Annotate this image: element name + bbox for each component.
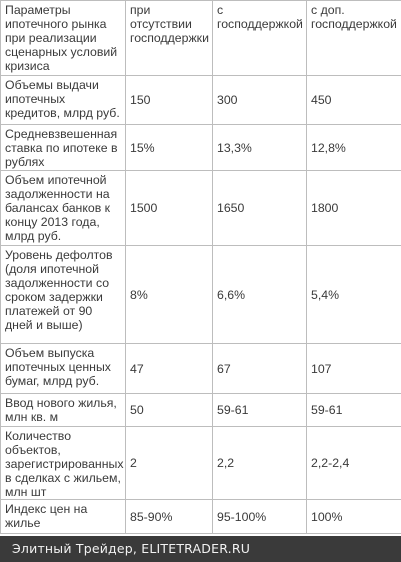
header-cell-extra-support: с доп. господдержкой [306, 0, 401, 76]
header-cell-with-support: с господдержкой [212, 0, 307, 76]
value-extra-support: 12,8% [306, 124, 401, 171]
header-cell-parameters: Параметры ипотечного рынка при реализаци… [0, 0, 126, 76]
value-no-support: 50 [125, 393, 213, 427]
value-no-support: 150 [125, 75, 213, 125]
value-no-support: 85-90% [125, 499, 213, 534]
header-cell-no-support: при отсутствии господдержки [125, 0, 213, 76]
value-extra-support: 450 [306, 75, 401, 125]
value-with-support: 1650 [212, 170, 307, 246]
value-with-support: 2,2 [212, 426, 307, 500]
value-with-support: 67 [212, 343, 307, 394]
table-row: Средневзвешенная ставка по ипотеке в руб… [0, 124, 401, 171]
value-no-support: 1500 [125, 170, 213, 246]
row-parameter: Объемы выдачи ипотечных кредитов, млрд р… [0, 75, 126, 125]
source-watermark-text: Элитный Трейдер, ELITETRADER.RU [12, 541, 251, 556]
table-container: Параметры ипотечного рынка при реализаци… [0, 0, 401, 534]
value-no-support: 47 [125, 343, 213, 394]
table-header-row: Параметры ипотечного рынка при реализаци… [0, 0, 401, 76]
table-row: Уровень дефолтов (доля ипотечной задолже… [0, 245, 401, 344]
value-with-support: 59-61 [212, 393, 307, 427]
table-row: Количество объектов, зарегистрированных … [0, 426, 401, 500]
value-extra-support: 5,4% [306, 245, 401, 344]
value-extra-support: 59-61 [306, 393, 401, 427]
mortgage-scenarios-table: Параметры ипотечного рынка при реализаци… [0, 0, 401, 534]
row-parameter: Количество объектов, зарегистрированных … [0, 426, 126, 500]
table-row: Объемы выдачи ипотечных кредитов, млрд р… [0, 75, 401, 125]
value-no-support: 15% [125, 124, 213, 171]
value-extra-support: 1800 [306, 170, 401, 246]
value-with-support: 300 [212, 75, 307, 125]
value-with-support: 95-100% [212, 499, 307, 534]
table-row: Ввод нового жилья, млн кв. м 50 59-61 59… [0, 393, 401, 427]
value-with-support: 6,6% [212, 245, 307, 344]
value-no-support: 8% [125, 245, 213, 344]
row-parameter: Индекс цен на жилье [0, 499, 126, 534]
table-row: Объем ипотечной задолженности на баланса… [0, 170, 401, 246]
row-parameter: Объем выпуска ипотечных ценных бумаг, мл… [0, 343, 126, 394]
row-parameter: Уровень дефолтов (доля ипотечной задолже… [0, 245, 126, 344]
row-parameter: Средневзвешенная ставка по ипотеке в руб… [0, 124, 126, 171]
value-with-support: 13,3% [212, 124, 307, 171]
table-row: Объем выпуска ипотечных ценных бумаг, мл… [0, 343, 401, 394]
row-parameter: Ввод нового жилья, млн кв. м [0, 393, 126, 427]
table-row: Индекс цен на жилье 85-90% 95-100% 100% [0, 499, 401, 534]
value-extra-support: 107 [306, 343, 401, 394]
row-parameter: Объем ипотечной задолженности на баланса… [0, 170, 126, 246]
value-no-support: 2 [125, 426, 213, 500]
value-extra-support: 100% [306, 499, 401, 534]
value-extra-support: 2,2-2,4 [306, 426, 401, 500]
source-watermark-bar: Элитный Трейдер, ELITETRADER.RU [0, 536, 401, 562]
